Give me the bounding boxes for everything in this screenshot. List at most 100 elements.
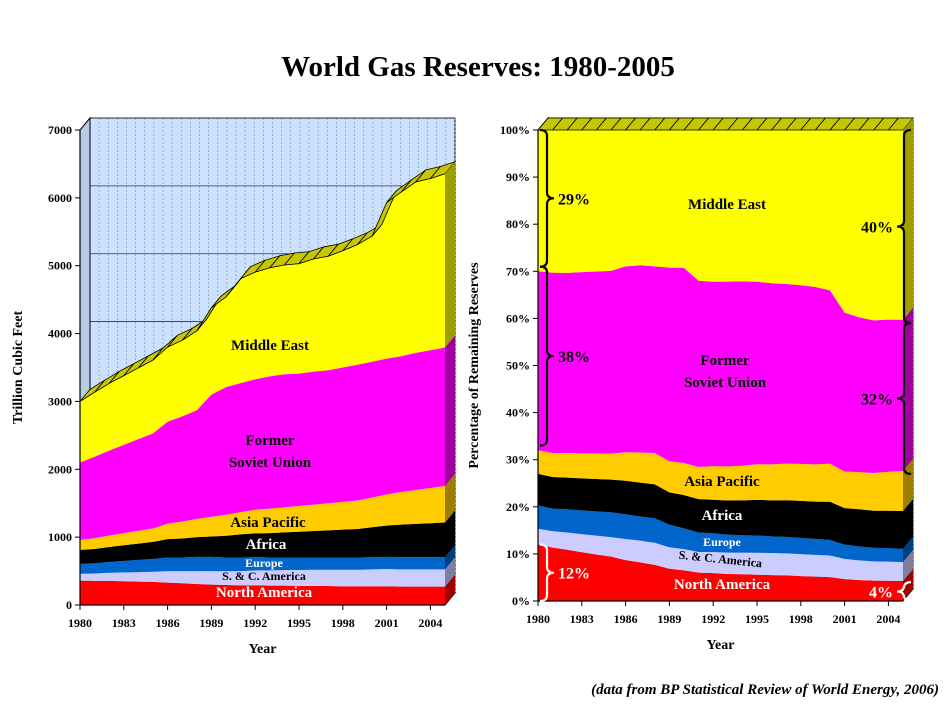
side-middle_east bbox=[445, 161, 455, 348]
x-tick-label: 2004 bbox=[876, 612, 900, 626]
label-asia-pacific: Asia Pacific bbox=[230, 515, 306, 531]
label-sc-america: S. & C. America bbox=[222, 569, 306, 583]
area-asia_pacific bbox=[538, 450, 903, 511]
side-europe bbox=[445, 545, 455, 570]
y-tick-label: 4000 bbox=[48, 327, 72, 341]
brace-left bbox=[539, 543, 555, 603]
area-europe bbox=[538, 505, 903, 563]
x-tick-label: 1980 bbox=[68, 616, 92, 630]
brace-label-left: 12% bbox=[558, 566, 590, 583]
side-africa bbox=[445, 510, 455, 558]
y-tick-label: 7000 bbox=[48, 123, 72, 137]
label-africa: Africa bbox=[246, 537, 287, 553]
side-middle_east bbox=[903, 118, 913, 320]
chart-title: World Gas Reserves: 1980-2005 bbox=[281, 51, 675, 83]
brace-label-right: 4% bbox=[869, 585, 893, 602]
y-tick-label: 100% bbox=[500, 123, 530, 137]
label-north-america: North America bbox=[674, 577, 771, 593]
y-tick-label: 1000 bbox=[48, 530, 72, 544]
left-chart-absolute: 0 1000 2000 3000 4000 5000 6000 7000 1980 1983 198… bbox=[11, 116, 457, 657]
label-middle-east: Middle East bbox=[688, 197, 766, 213]
source-note: (data from BP Statistical Review of Worl… bbox=[591, 682, 939, 698]
x-axis-title: Year bbox=[249, 642, 277, 657]
area-former_soviet_union bbox=[538, 265, 903, 473]
brace-right bbox=[896, 128, 912, 325]
right-chart-percent: 0% 10% 20% 30% 40% 50% 60% 70% 80% 90% 100% 1980 198… bbox=[467, 116, 915, 653]
brace-label-left: 29% bbox=[558, 191, 590, 208]
x-tick-label: 1998 bbox=[331, 616, 355, 630]
area-north_america bbox=[538, 544, 903, 601]
side-europe bbox=[903, 536, 913, 563]
area-asia_pacific bbox=[80, 485, 445, 551]
y-axis-title: Trillion Cubic Feet bbox=[11, 311, 26, 425]
label-asia-pacific: Asia Pacific bbox=[684, 474, 760, 490]
x-tick-label: 1989 bbox=[657, 612, 681, 626]
brace-right bbox=[896, 581, 912, 603]
label-middle-east: Middle East bbox=[231, 338, 309, 354]
y-axis-title: Percentage of Remaining Reserves bbox=[467, 262, 482, 469]
area-sc_america bbox=[80, 569, 445, 587]
label-fsu-line1: Former bbox=[245, 433, 294, 449]
x-tick-label: 1989 bbox=[199, 616, 223, 630]
y-tick-label: 40% bbox=[506, 406, 530, 420]
y-tick-label: 80% bbox=[506, 217, 530, 231]
side-sc_america bbox=[445, 557, 455, 587]
y-tick-label: 20% bbox=[506, 500, 530, 514]
brace-left bbox=[539, 128, 555, 268]
y-tick-label: 70% bbox=[506, 264, 530, 278]
side-former_soviet_union bbox=[445, 335, 455, 486]
brace-left bbox=[539, 265, 555, 447]
x-tick-label: 2001 bbox=[833, 612, 857, 626]
side-north_america bbox=[445, 574, 455, 605]
x-tick-label: 1995 bbox=[287, 616, 311, 630]
y-tick-label: 6000 bbox=[48, 191, 72, 205]
y-tick-label: 60% bbox=[506, 311, 530, 325]
y-tick-label: 5000 bbox=[48, 259, 72, 273]
y-tick-label: 30% bbox=[506, 453, 530, 467]
brace-right bbox=[896, 322, 912, 475]
label-fsu-line2: Soviet Union bbox=[684, 375, 767, 391]
brace-label-right: 32% bbox=[861, 391, 893, 408]
y-tick-label: 0 bbox=[66, 598, 72, 612]
area-middle_east bbox=[80, 173, 445, 463]
x-tick-label: 1995 bbox=[745, 612, 769, 626]
side-former_soviet_union bbox=[903, 307, 913, 471]
area-africa bbox=[538, 473, 903, 549]
label-europe: Europe bbox=[245, 556, 283, 570]
y-tick-label: 50% bbox=[506, 359, 530, 373]
x-tick-label: 1986 bbox=[614, 612, 638, 626]
x-axis-title: Year bbox=[707, 638, 735, 653]
area-europe bbox=[80, 556, 445, 574]
side-asia_pacific bbox=[445, 473, 455, 523]
x-tick-label: 1980 bbox=[526, 612, 550, 626]
x-tick-label: 1998 bbox=[789, 612, 813, 626]
x-tick-label: 2004 bbox=[418, 616, 442, 630]
side-sc_america bbox=[903, 550, 913, 581]
y-tick-label: 10% bbox=[506, 547, 530, 561]
y-tick-label: 2000 bbox=[48, 462, 72, 476]
x-tick-label: 1992 bbox=[243, 616, 267, 630]
label-fsu-line1: Former bbox=[700, 353, 749, 369]
area-former_soviet_union bbox=[80, 347, 445, 540]
label-africa: Africa bbox=[702, 508, 743, 524]
label-north-america: North America bbox=[216, 585, 313, 601]
label-europe: Europe bbox=[703, 535, 741, 549]
x-tick-label: 1986 bbox=[156, 616, 180, 630]
x-tick-label: 1983 bbox=[112, 616, 136, 630]
brace-label-left: 38% bbox=[558, 349, 590, 366]
label-fsu-line2: Soviet Union bbox=[229, 455, 312, 471]
area-middle_east bbox=[538, 130, 903, 321]
y-tick-label: 3000 bbox=[48, 394, 72, 408]
x-tick-label: 2001 bbox=[375, 616, 399, 630]
area-africa bbox=[80, 522, 445, 564]
x-tick-label: 1983 bbox=[570, 612, 594, 626]
y-tick-label: 90% bbox=[506, 170, 530, 184]
y-tick-label: 0% bbox=[512, 594, 530, 608]
brace-label-right: 40% bbox=[861, 220, 893, 237]
area-north_america bbox=[80, 580, 445, 605]
x-tick-label: 1992 bbox=[701, 612, 725, 626]
side-north_america bbox=[903, 568, 913, 601]
area-sc_america bbox=[538, 528, 903, 581]
side-africa bbox=[903, 498, 913, 549]
